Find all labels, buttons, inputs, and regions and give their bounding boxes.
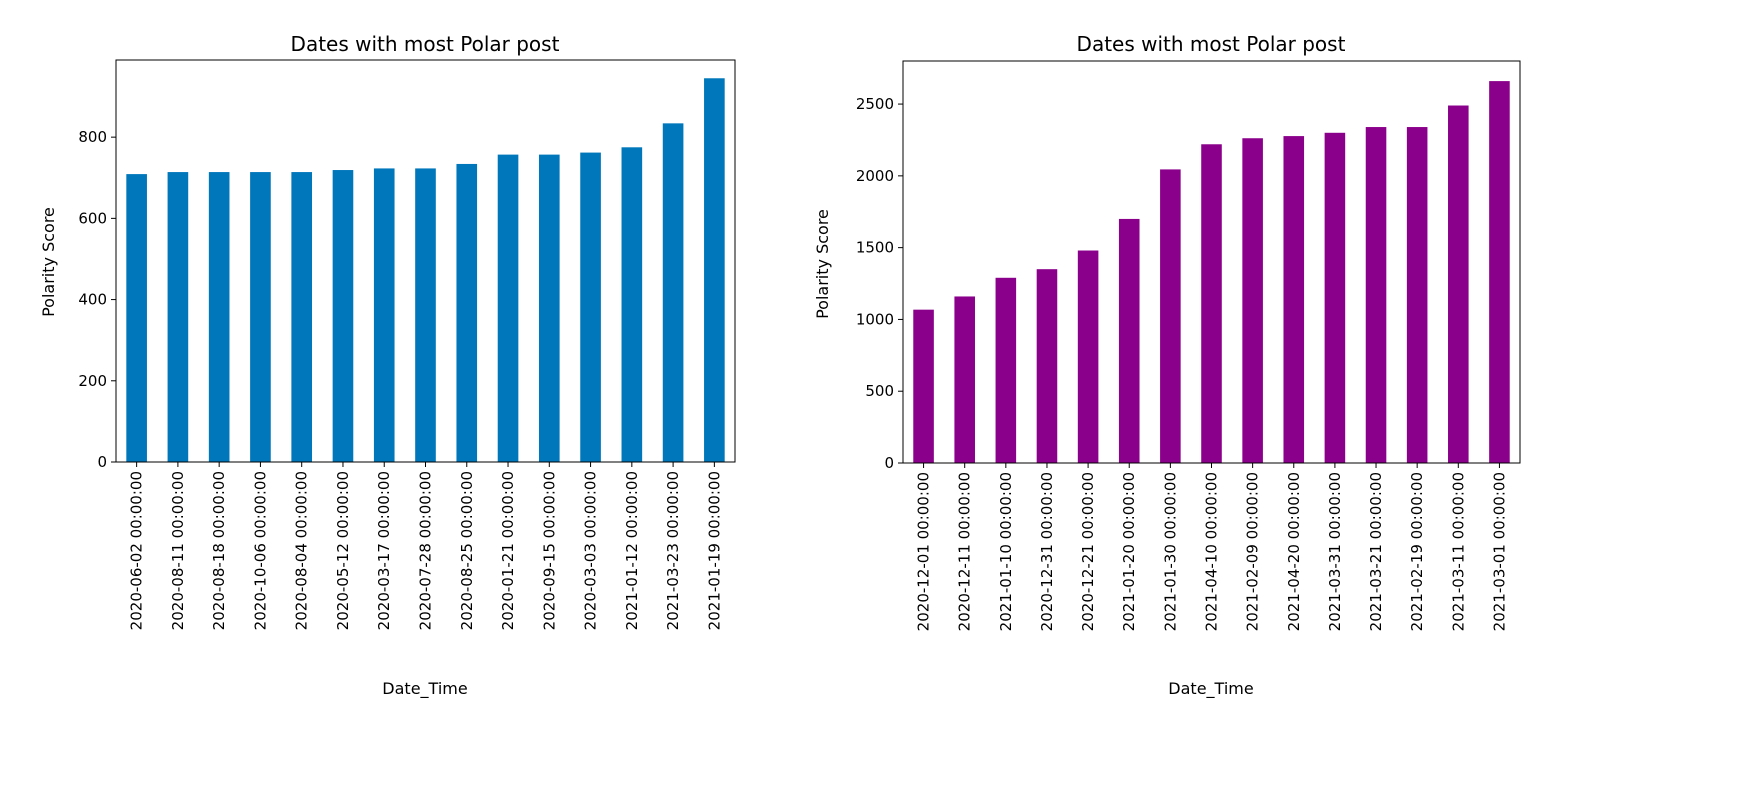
right-xtick-label-0: 2020-12-01 00:00:00: [915, 472, 933, 631]
right-bar-2: [995, 277, 1017, 463]
left-ytick-label-0: 0: [97, 453, 107, 471]
left-bar-11: [580, 152, 601, 462]
left-xtick-label-13: 2021-03-23 00:00:00: [664, 471, 682, 630]
right-xtick-label-12: 2021-02-19 00:00:00: [1408, 472, 1426, 631]
right-bar-14: [1489, 81, 1510, 463]
left-ytick-label-1: 200: [78, 372, 107, 390]
right-chart-y-axis: 0 500 1000 1500 2000 2500: [856, 95, 903, 472]
left-bar-0: [126, 174, 147, 462]
left-chart-x-axis: 2020-06-02 00:00:00 2020-08-11 00:00:00 20…: [128, 462, 723, 630]
right-bar-chart: Dates with most Polar post Polarity Scor…: [813, 32, 1521, 699]
left-bar-4: [291, 172, 313, 462]
right-xtick-label-5: 2021-01-20 00:00:00: [1120, 472, 1138, 631]
left-chart-y-axis: 0 200 400 600 800: [78, 128, 116, 471]
left-bar-1: [167, 172, 189, 462]
right-chart-xlabel: Date_Time: [1168, 679, 1253, 699]
right-xtick-label-13: 2021-03-11 00:00:00: [1449, 472, 1467, 631]
left-bar-10: [538, 154, 560, 463]
left-xtick-label-6: 2020-03-17 00:00:00: [375, 471, 393, 630]
left-xtick-label-5: 2020-05-12 00:00:00: [334, 471, 352, 630]
right-bar-5: [1118, 218, 1140, 463]
right-chart-title: Dates with most Polar post: [1077, 32, 1346, 56]
left-bar-6: [373, 168, 395, 463]
right-bar-13: [1448, 105, 1469, 463]
right-chart-ylabel: Polarity Score: [813, 209, 832, 319]
right-xtick-label-11: 2021-03-21 00:00:00: [1367, 472, 1385, 631]
right-ytick-label-4: 2000: [856, 167, 894, 185]
right-xtick-label-9: 2021-04-20 00:00:00: [1285, 472, 1303, 631]
right-bar-1: [954, 296, 975, 463]
left-bar-2: [208, 172, 230, 462]
left-bar-7: [415, 168, 436, 463]
left-xtick-label-2: 2020-08-18 00:00:00: [210, 471, 228, 630]
right-ytick-label-3: 1500: [856, 239, 894, 257]
right-bar-11: [1365, 127, 1387, 463]
left-chart-ylabel: Polarity Score: [39, 207, 58, 317]
left-ytick-label-2: 400: [78, 291, 107, 309]
right-xtick-label-1: 2020-12-11 00:00:00: [956, 472, 974, 631]
right-bar-6: [1160, 169, 1181, 463]
left-xtick-label-3: 2020-10-06 00:00:00: [251, 471, 269, 630]
right-xtick-label-8: 2021-02-09 00:00:00: [1244, 472, 1262, 631]
right-bar-4: [1077, 250, 1099, 463]
right-bar-12: [1406, 127, 1428, 463]
right-bar-8: [1242, 138, 1263, 464]
left-chart-bars: [126, 78, 725, 463]
left-xtick-label-8: 2020-08-25 00:00:00: [458, 471, 476, 630]
left-xtick-label-10: 2020-09-15 00:00:00: [540, 471, 558, 630]
left-xtick-label-1: 2020-08-11 00:00:00: [169, 471, 187, 630]
right-bar-3: [1036, 269, 1058, 463]
right-bar-0: [913, 309, 934, 463]
left-bar-14: [704, 78, 725, 463]
left-xtick-label-11: 2020-03-03 00:00:00: [582, 471, 600, 630]
right-xtick-label-2: 2021-01-10 00:00:00: [997, 472, 1015, 631]
right-xtick-label-6: 2021-01-30 00:00:00: [1161, 472, 1179, 631]
left-xtick-label-4: 2020-08-04 00:00:00: [293, 471, 311, 630]
left-ytick-label-3: 600: [78, 209, 107, 227]
left-bar-5: [332, 170, 354, 463]
left-xtick-label-14: 2021-01-19 00:00:00: [705, 471, 723, 630]
left-xtick-label-12: 2021-01-12 00:00:00: [623, 471, 641, 630]
left-chart-frame: [115, 59, 736, 463]
left-chart-xlabel: Date_Time: [382, 679, 467, 699]
right-chart-bars: [913, 81, 1510, 464]
right-ytick-label-5: 2500: [856, 95, 894, 113]
left-bar-13: [662, 123, 684, 462]
right-xtick-label-7: 2021-04-10 00:00:00: [1203, 472, 1221, 631]
right-chart-x-axis: 2020-12-01 00:00:00 2020-12-11 00:00:00 20…: [915, 463, 1508, 631]
left-bar-3: [250, 172, 271, 462]
right-ytick-label-0: 0: [884, 454, 894, 472]
left-bar-12: [621, 147, 643, 463]
right-xtick-label-4: 2020-12-21 00:00:00: [1079, 472, 1097, 631]
left-chart-title: Dates with most Polar post: [291, 32, 560, 56]
left-bar-8: [456, 163, 478, 462]
right-bar-10: [1324, 132, 1346, 464]
right-chart-frame: [902, 60, 1521, 464]
left-bar-chart: Dates with most Polar post Polarity Scor…: [39, 32, 736, 699]
right-ytick-label-1: 500: [865, 382, 894, 400]
right-xtick-label-3: 2020-12-31 00:00:00: [1038, 472, 1056, 631]
left-bar-9: [497, 154, 519, 463]
right-ytick-label-2: 1000: [856, 310, 894, 328]
left-ytick-label-4: 800: [78, 128, 107, 146]
right-xtick-label-10: 2021-03-31 00:00:00: [1326, 472, 1344, 631]
right-bar-9: [1283, 136, 1305, 463]
left-xtick-label-0: 2020-06-02 00:00:00: [128, 471, 146, 630]
right-bar-7: [1201, 144, 1222, 463]
left-xtick-label-7: 2020-07-28 00:00:00: [417, 471, 435, 630]
left-xtick-label-9: 2020-01-21 00:00:00: [499, 471, 517, 630]
right-xtick-label-14: 2021-03-01 00:00:00: [1490, 472, 1508, 631]
